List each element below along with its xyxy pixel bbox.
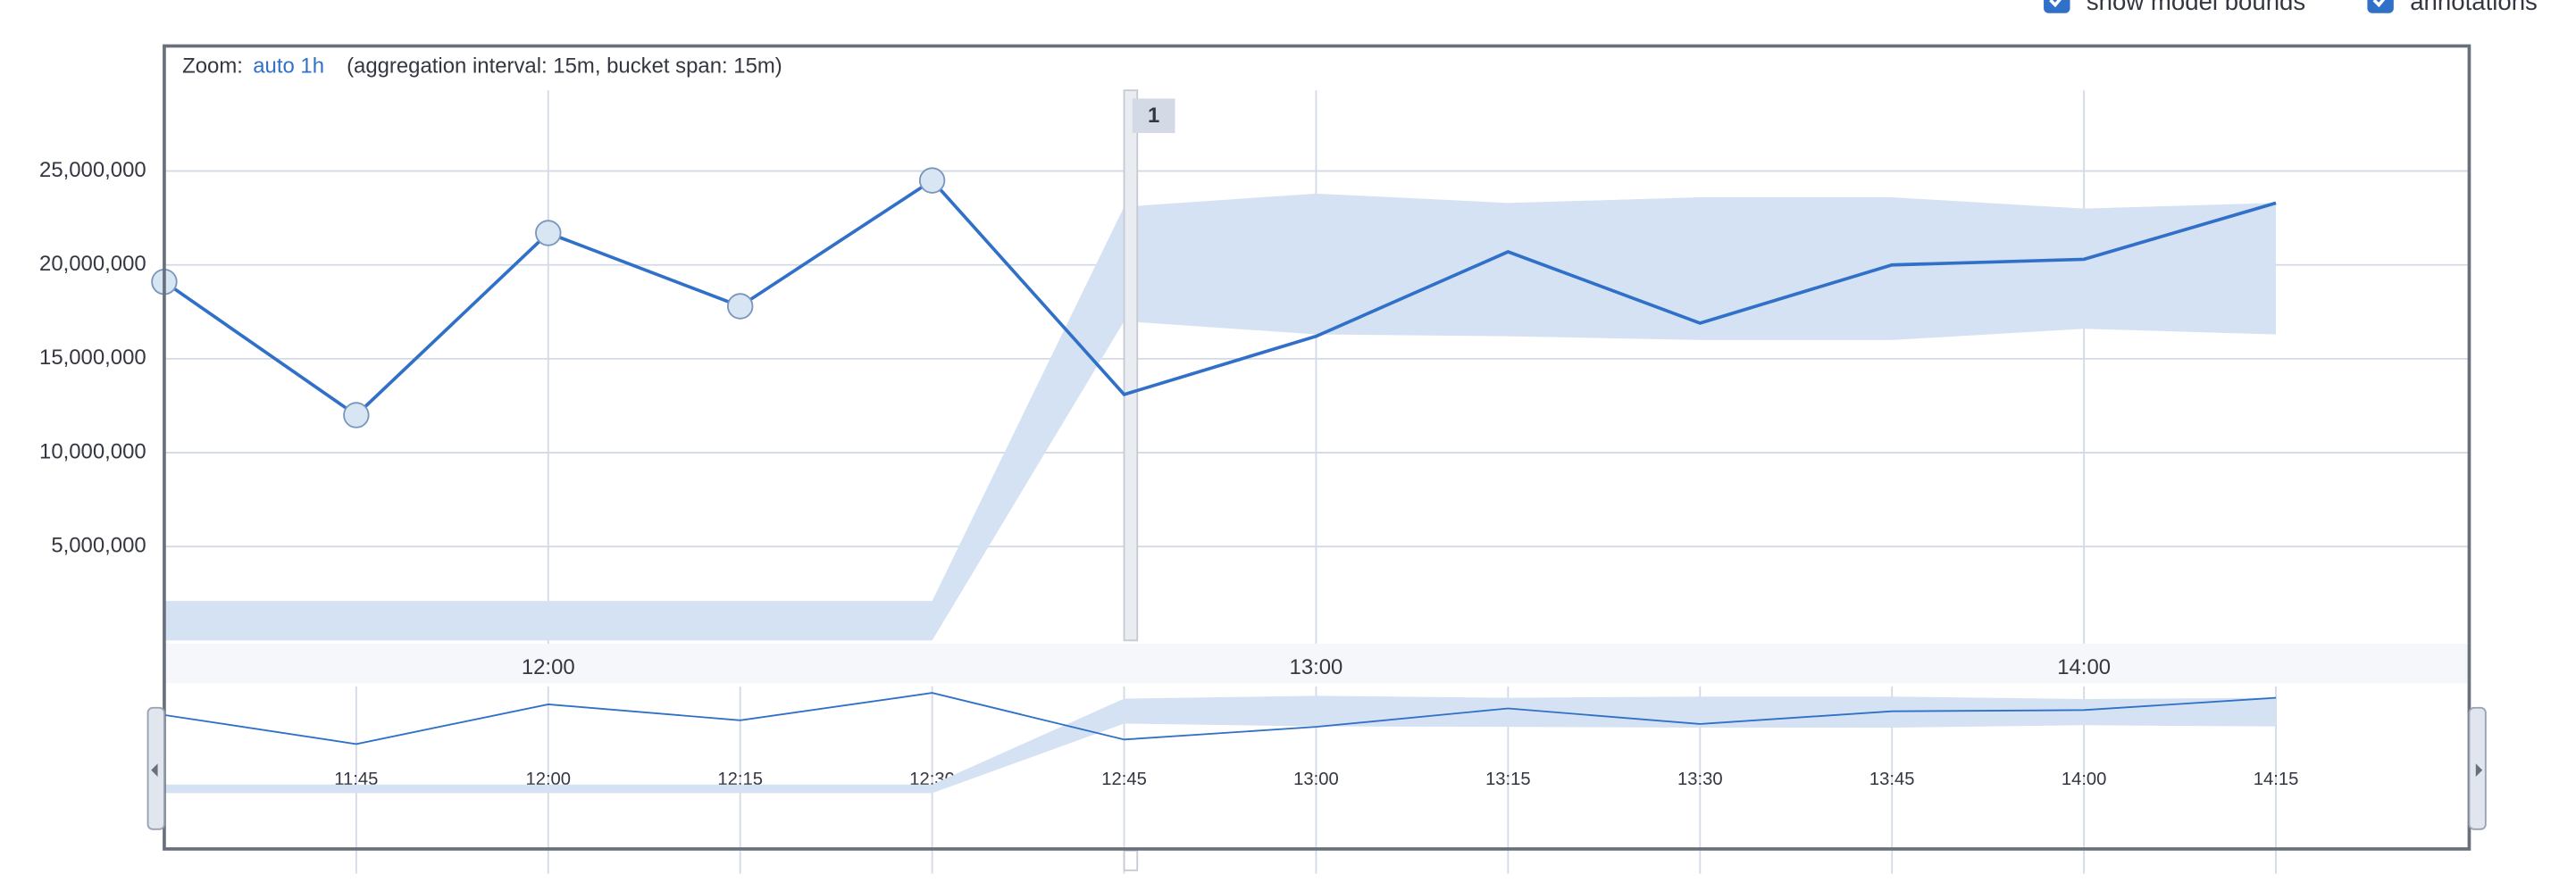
x-axis-band [163, 644, 2470, 684]
context-line [163, 692, 2277, 745]
anomaly-marker[interactable] [726, 293, 754, 320]
x-tick-label: 13:00 [1290, 655, 1343, 679]
anomaly-marker[interactable] [343, 402, 370, 429]
context-tick-label: 13:15 [1485, 770, 1531, 789]
checkbox-label[interactable]: show model bounds [2087, 0, 2305, 15]
handle-arrow [151, 763, 158, 777]
context-tick-label: 12:15 [717, 770, 763, 789]
series-line [163, 178, 2277, 418]
context-tick-label: 12:00 [525, 770, 571, 789]
checkbox[interactable] [2367, 0, 2394, 13]
zoom-label: Zoom: [182, 54, 243, 79]
y-tick-label: 10,000,000 [39, 439, 146, 463]
zoom-detail: (aggregation interval: 15m, bucket span:… [347, 54, 782, 79]
context-tick-label: 13:30 [1677, 770, 1723, 789]
y-tick-label: 15,000,000 [39, 346, 146, 370]
anomaly-marker[interactable] [535, 220, 562, 246]
anomaly-marker[interactable] [918, 167, 946, 194]
annotation[interactable] [1123, 89, 1139, 642]
check-icon [2372, 0, 2386, 8]
annotation-context [1123, 849, 1139, 871]
x-tick-label: 14:00 [2057, 655, 2111, 679]
annotation-label: 1 [1148, 104, 1159, 128]
y-tick-label: 25,000,000 [39, 158, 146, 182]
x-tick-label: 12:00 [522, 655, 575, 679]
context-tick-label: 13:45 [1869, 770, 1915, 789]
annotation-badge [1132, 98, 1175, 133]
y-tick-label: 20,000,000 [39, 252, 146, 276]
check-icon [2049, 0, 2062, 8]
zoom-link[interactable]: auto 1h [253, 54, 324, 79]
checkbox[interactable] [2044, 0, 2070, 13]
context-tick-label: 14:15 [2254, 770, 2299, 789]
context-tick-label: 14:00 [2062, 770, 2107, 789]
model-bounds [163, 193, 2277, 641]
checkbox-label[interactable]: annotations [2410, 0, 2538, 15]
handle-arrow [2475, 763, 2483, 777]
context-tick-label: 12:45 [1101, 770, 1147, 789]
context-tick-label: 13:00 [1293, 770, 1339, 789]
context-tick-label: 11:45 [334, 770, 378, 789]
y-tick-label: 5,000,000 [51, 533, 146, 557]
chart-frame [163, 44, 2471, 851]
